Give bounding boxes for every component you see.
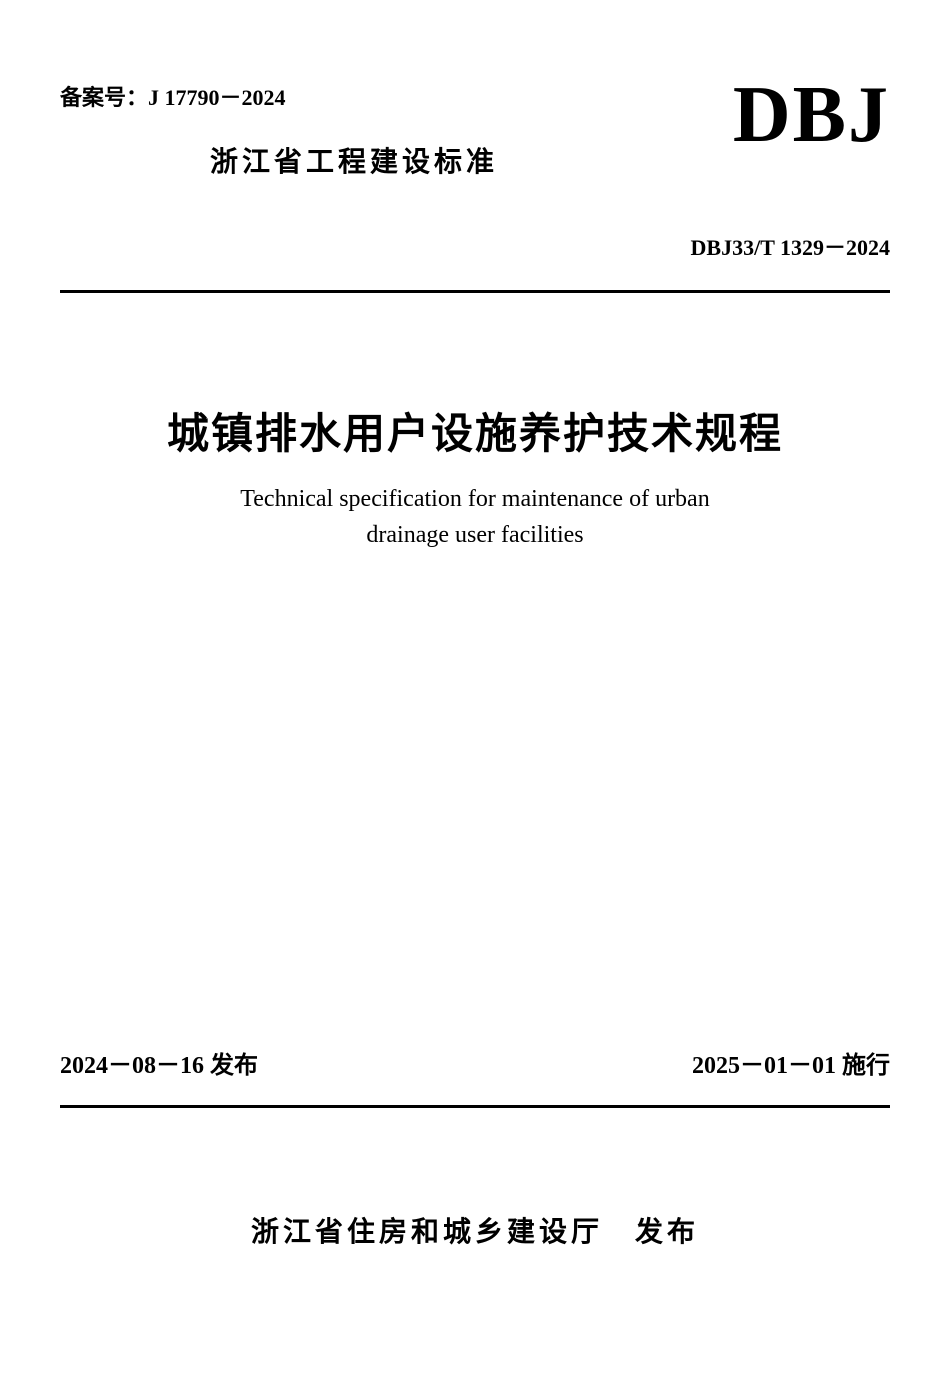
english-title: Technical specification for maintenance … (60, 481, 890, 553)
standard-code: DBJ33/T 1329－2024 (691, 230, 890, 262)
main-title: 城镇排水用户设施养护技术规程 (60, 400, 890, 461)
dbj-logo: DBJ (733, 70, 890, 161)
divider-bottom (60, 1105, 890, 1108)
publisher: 浙江省住房和城乡建设厅 发布 (0, 1210, 950, 1250)
effective-date: 2025－01－01 施行 (692, 1045, 890, 1080)
title-section: 城镇排水用户设施养护技术规程 Technical specification f… (60, 400, 890, 553)
dates-section: 2024－08－16 发布 2025－01－01 施行 (60, 1045, 890, 1080)
divider-top (60, 290, 890, 293)
english-title-line1: Technical specification for maintenance … (60, 481, 890, 517)
english-title-line2: drainage user facilities (60, 517, 890, 553)
header-section: 备案号：J 17790－2024 浙江省工程建设标准 DBJ DBJ33/T 1… (60, 80, 890, 300)
publish-date: 2024－08－16 发布 (60, 1045, 258, 1080)
province-standard-label: 浙江省工程建设标准 (210, 140, 498, 180)
record-number: 备案号：J 17790－2024 (60, 80, 286, 112)
